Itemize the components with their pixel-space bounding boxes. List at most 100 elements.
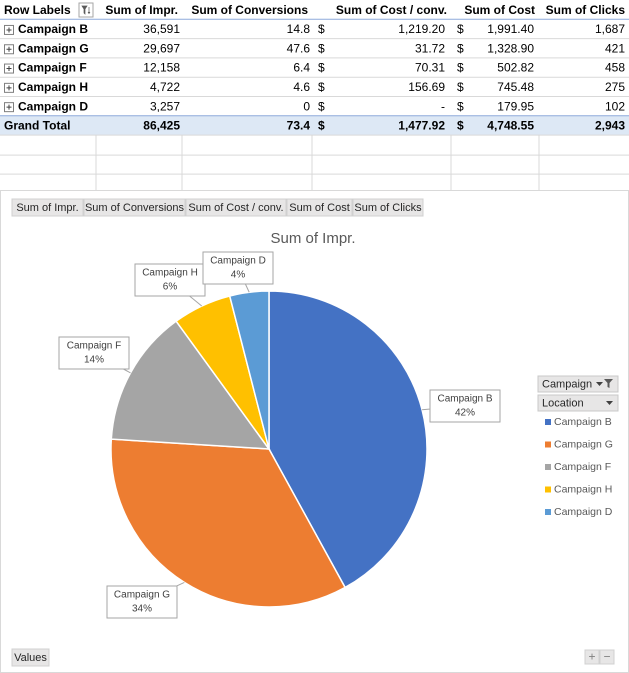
chart-title: Sum of Impr. [270,230,355,247]
filter-icon [604,379,613,388]
cell-value: $ [457,41,464,55]
row-label: Campaign B [18,22,88,36]
dropdown-arrow [606,401,613,405]
cell-value: 156.69 [408,80,445,94]
cell-value: 1,687 [595,22,625,36]
legend-filter-button[interactable] [537,394,619,412]
cell-value: 29,697 [143,41,180,55]
data-label-value: 14% [84,355,104,366]
cell-value: $ [457,80,464,94]
expand-icon [6,104,12,110]
pie-slice [268,290,428,589]
pie-slice [110,438,347,608]
cell-value: 36,591 [143,22,180,36]
cell-value: 73.4 [287,119,311,133]
data-label-box [202,251,274,285]
zoom-button[interactable] [584,649,600,665]
cell-value: 458 [605,61,625,75]
cell-value: 14.8 [287,22,311,36]
legend-filter-label: Campaign [542,378,592,390]
expand-icon [6,85,12,91]
zoom-button-label: − [603,650,610,664]
legend-filter-label: Location [542,397,584,409]
cell-value: 1,328.90 [487,41,534,55]
field-button[interactable] [352,198,424,217]
column-header: Sum of Conversions [191,3,308,17]
cell-value: 47.6 [287,41,311,55]
data-label-box [134,263,206,297]
cell-value: $ [318,41,325,55]
cell-value: 4.6 [293,80,310,94]
data-label-box [429,389,501,423]
data-label-box [106,585,178,619]
column-header: Sum of Cost / conv. [336,3,447,17]
field-button[interactable] [185,198,287,217]
pie-slice [228,290,270,450]
cell-value: 275 [605,80,625,94]
data-label-value: 6% [163,282,178,293]
field-button-label: Sum of Conversions [85,202,185,214]
cell-value: 1,219.20 [398,22,445,36]
expand-icon [6,66,12,72]
cell-value: $ [457,22,464,36]
cell-value: 421 [605,41,625,55]
field-button-label: Sum of Cost / conv. [188,202,283,214]
cell-value: 745.48 [497,80,534,94]
cell-value: $ [318,80,325,94]
field-button-label: Sum of Cost [289,202,350,214]
cell-value: 31.72 [415,41,445,55]
row-label: Grand Total [4,119,70,133]
legend-label: Campaign G [554,438,613,450]
data-label-value: 42% [455,408,475,419]
cell-value: $ [318,61,325,75]
data-label-category: Campaign G [114,590,170,601]
legend-filter-button[interactable] [537,375,619,393]
data-label-category: Campaign H [142,268,198,279]
row-label: Campaign G [18,41,89,55]
row-label: Campaign H [18,80,88,94]
cell-value: 86,425 [143,119,180,133]
cell-value: 502.82 [497,61,534,75]
cell-value: 4,722 [150,80,180,94]
cell-value: 1,991.40 [487,22,534,36]
cell-value: 2,943 [595,119,625,133]
cell-value: 179.95 [497,99,534,113]
field-button[interactable] [11,198,84,217]
row-label: Campaign F [18,61,87,75]
dropdown-arrow [596,382,603,386]
data-label-value: 4% [231,270,246,281]
cell-value: $ [457,119,464,133]
legend-label: Campaign B [554,416,612,428]
legend-swatch [545,441,551,448]
row-label: Campaign D [18,99,88,113]
expand-icon [6,46,12,52]
expand-icon [6,27,12,33]
field-button[interactable] [286,198,353,217]
data-label-category: Campaign B [437,394,492,405]
legend-swatch [545,419,551,425]
data-label-value: 34% [132,604,152,615]
filter-button[interactable] [78,2,94,18]
field-button[interactable] [83,198,186,217]
zoom-button-label: + [588,650,595,664]
data-label-box [58,336,130,370]
legend-label: Campaign H [554,483,612,495]
cell-value: 70.31 [415,61,445,75]
zoom-button[interactable] [599,649,615,665]
cell-value: - [441,99,445,113]
legend-swatch [545,509,551,515]
cell-value: $ [318,119,325,133]
values-button[interactable] [11,648,50,667]
data-label-category: Campaign D [210,256,266,267]
field-button-label: Sum of Impr. [16,202,78,214]
legend-swatch [545,464,551,470]
field-button-label: Sum of Clicks [354,202,422,214]
column-header: Sum of Cost [464,3,535,17]
values-button-label: Values [14,652,47,664]
cell-value: 102 [605,99,625,113]
filter-icon [81,5,91,15]
column-header: Sum of Clicks [546,3,626,17]
legend-label: Campaign D [554,506,613,518]
